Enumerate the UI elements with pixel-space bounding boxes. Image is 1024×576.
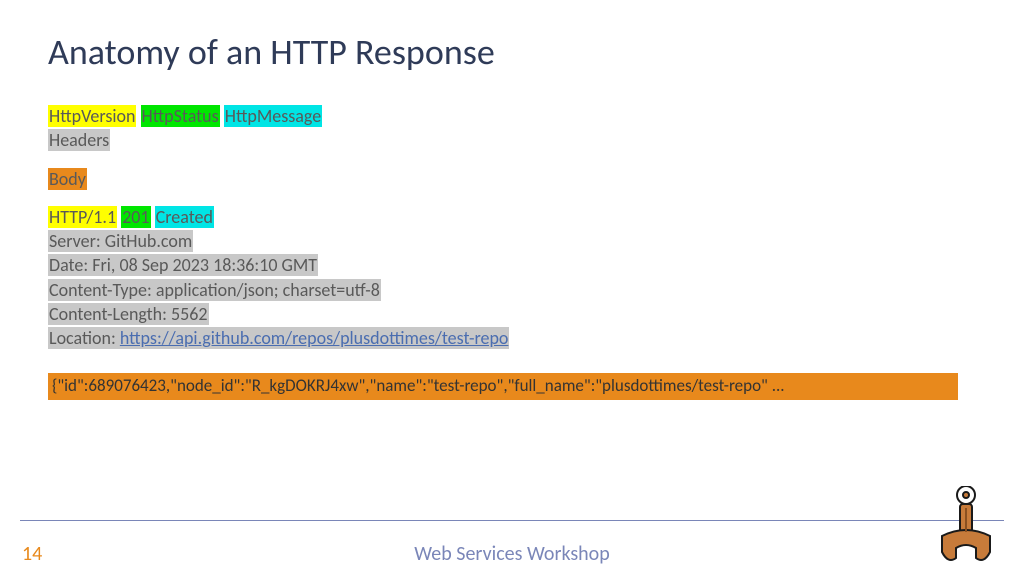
status-version: HTTP/1.1 — [48, 206, 117, 228]
header-server: Server: GitHub.com — [48, 230, 193, 252]
footer: 14 Web Services Workshop — [0, 520, 1024, 576]
slide-content: HttpVersion HttpStatus HttpMessage Heade… — [0, 74, 1024, 400]
header-date: Date: Fri, 08 Sep 2023 18:36:10 GMT — [48, 254, 318, 276]
status-code: 201 — [121, 206, 150, 228]
slide-title: Anatomy of an HTTP Response — [0, 0, 1024, 74]
legend-message: HttpMessage — [224, 105, 322, 127]
header-ctype: Content-Type: application/json; charset=… — [48, 279, 381, 301]
header-location-label: Location: — [49, 327, 120, 349]
status-message: Created — [155, 206, 214, 228]
header-location: Location: https://api.github.com/repos/p… — [48, 327, 509, 349]
legend-status: HttpStatus — [141, 105, 220, 127]
legend-headers: Headers — [48, 129, 110, 151]
response-body: {"id":689076423,"node_id":"R_kgDOKRJ4xw"… — [48, 373, 958, 400]
legend-block: HttpVersion HttpStatus HttpMessage Heade… — [48, 104, 1024, 153]
header-clen: Content-Length: 5562 — [48, 303, 209, 325]
legend-body: Body — [48, 168, 87, 190]
hammer-icon — [936, 486, 996, 570]
legend-version: HttpVersion — [48, 105, 136, 127]
footer-title: Web Services Workshop — [0, 542, 1024, 566]
legend-body-block: Body — [48, 167, 1024, 191]
header-location-link[interactable]: https://api.github.com/repos/plusdottime… — [120, 327, 509, 349]
example-block: HTTP/1.1 201 Created Server: GitHub.com … — [48, 205, 1024, 351]
footer-divider — [20, 520, 1004, 521]
